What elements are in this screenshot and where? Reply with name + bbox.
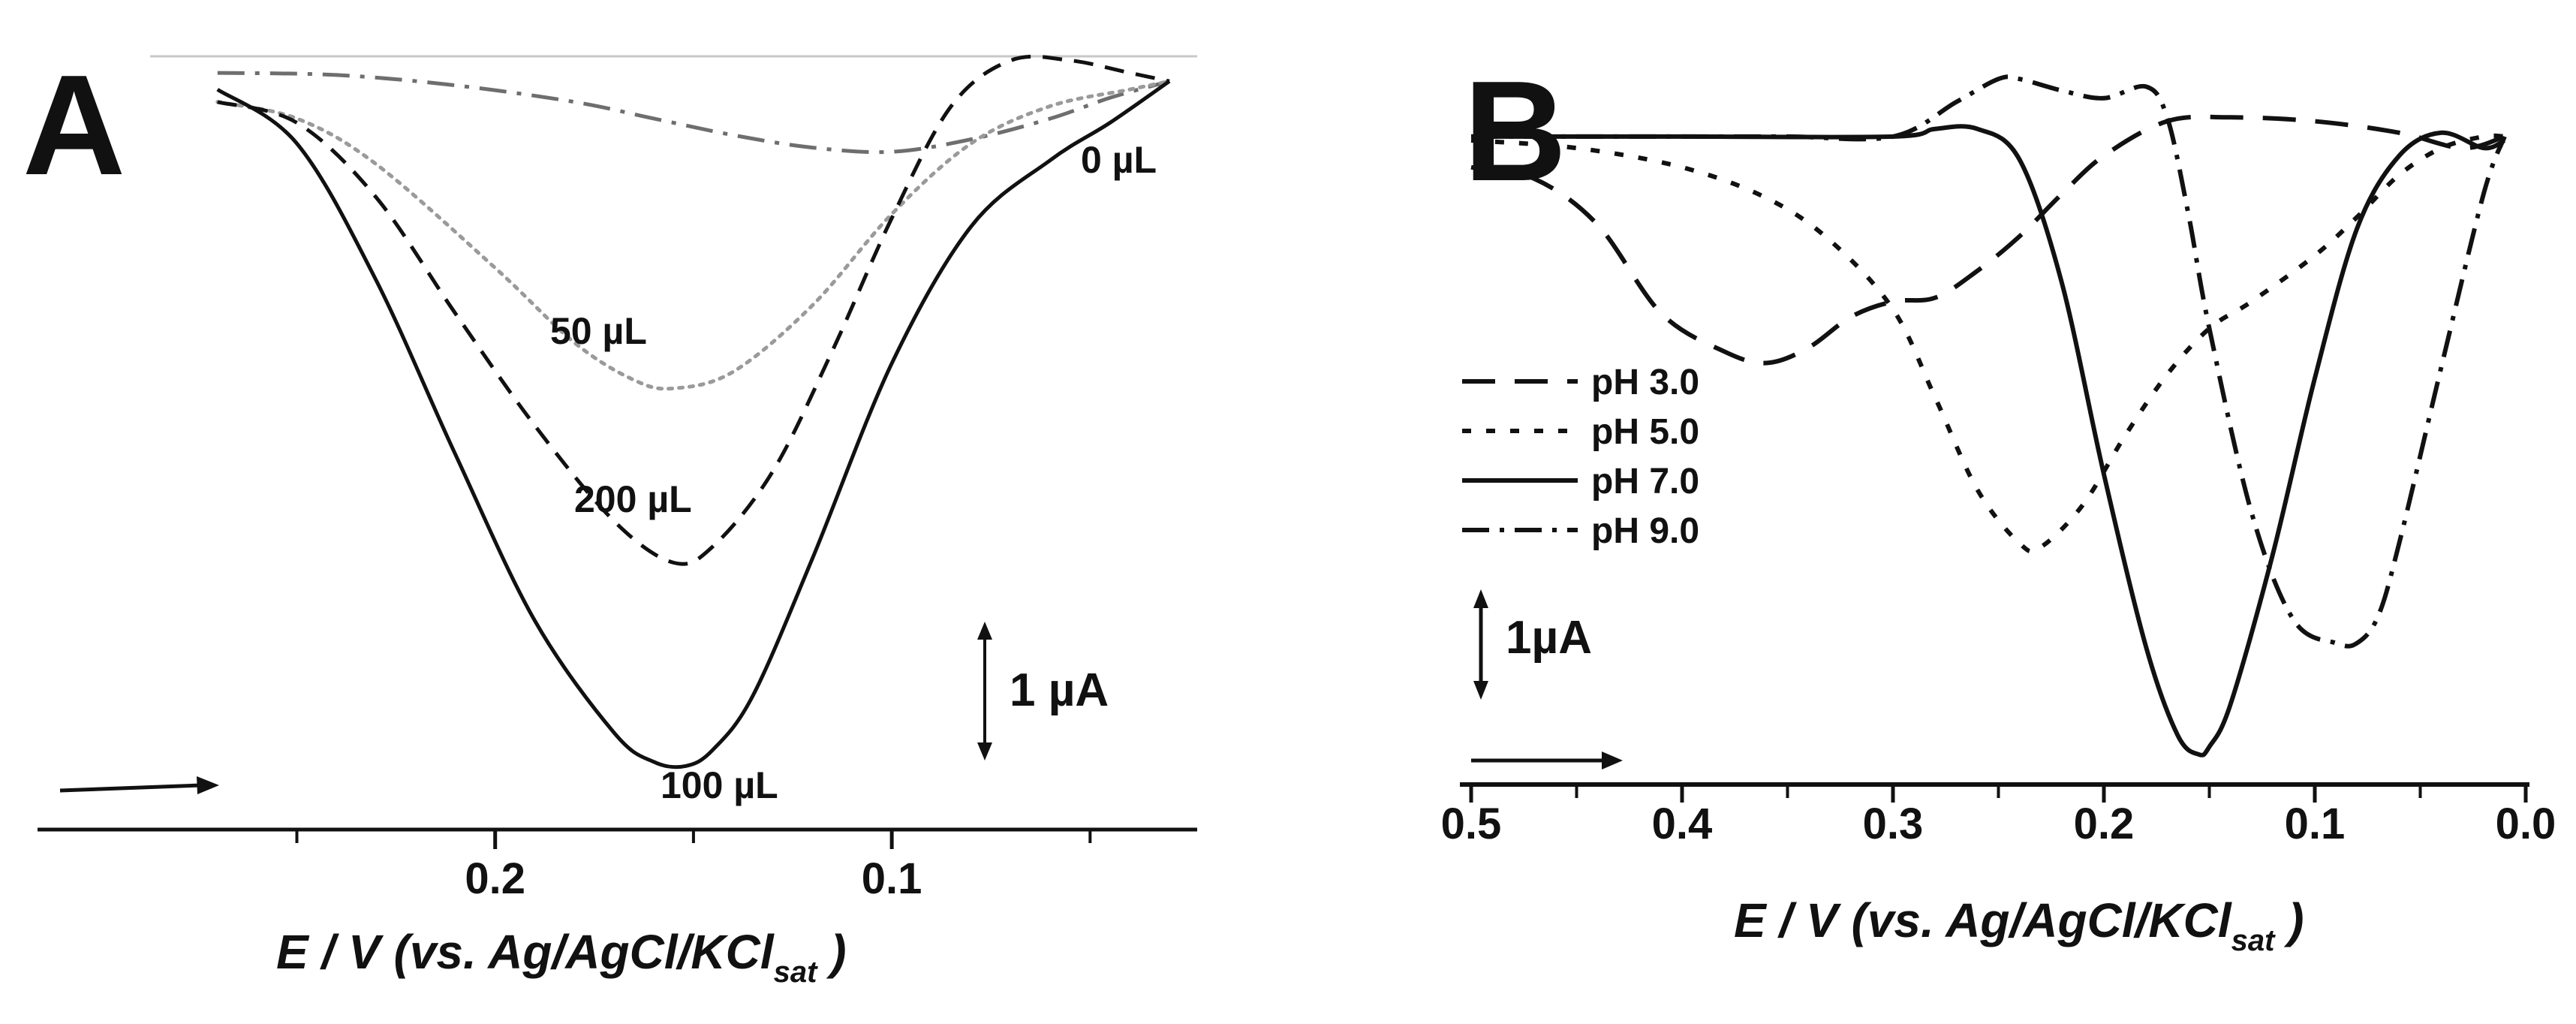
panel-a-letter: A — [23, 46, 125, 205]
panel-a-scale-bar: 1 µA — [977, 622, 1109, 760]
scale-arrowhead-up-icon — [1473, 589, 1488, 608]
panel-a-chart: A 0.2 0.1 0 µL 50 µL 200 µL 100 µL 1 µA E… — [23, 46, 1197, 989]
curve-label-50ul: 50 µL — [550, 310, 647, 352]
curve-ph-5-0 — [1470, 133, 2505, 554]
x-tick-label: 0.2 — [465, 854, 525, 903]
x-tick-label: 0.4 — [1652, 800, 1713, 848]
scale-arrowhead-up-icon — [977, 622, 992, 640]
scale-arrowhead-down-icon — [977, 742, 992, 760]
legend-item-ph-7-0: pH 7.0 — [1462, 462, 1699, 501]
x-tick-label: 0.1 — [2285, 800, 2346, 848]
legend-item-ph-5-0: pH 5.0 — [1462, 412, 1699, 452]
legend-label: pH 5.0 — [1591, 412, 1699, 452]
legend-item-ph-9-0: pH 9.0 — [1462, 511, 1699, 551]
curve-ph-9-0 — [1471, 74, 2507, 649]
x-tick-label: 0.0 — [2496, 800, 2556, 848]
panel-b-scan-arrow-icon — [1471, 751, 1623, 770]
x-tick-label: 0.2 — [2074, 800, 2135, 848]
curve-label-200ul: 200 µL — [574, 478, 692, 520]
panel-a-x-axis-title: E / V (vs. Ag/AgCl/KClsat ) — [276, 925, 847, 989]
curve-0-ul — [217, 71, 1170, 155]
curve-label-0ul: 0 µL — [1081, 139, 1157, 181]
legend-label: pH 3.0 — [1591, 363, 1699, 402]
legend-item-ph-3-0: pH 3.0 — [1462, 363, 1699, 402]
panel-b-curves — [1470, 74, 2507, 757]
curve-ph-3-0 — [1470, 114, 2505, 366]
panel-b-x-ticks — [1469, 785, 2528, 803]
curve-200-ul — [217, 54, 1170, 566]
curve-label-100ul: 100 µL — [661, 764, 778, 806]
legend-label: pH 7.0 — [1591, 462, 1699, 501]
panel-a-scale-bar-label: 1 µA — [1010, 664, 1109, 716]
x-tick-label: 0.3 — [1863, 800, 1924, 848]
panel-a-x-ticks — [295, 830, 1092, 849]
curve-100-ul — [216, 80, 1171, 770]
panel-b-scale-bar: 1µA — [1473, 589, 1592, 700]
scale-arrowhead-down-icon — [1473, 681, 1488, 700]
panel-b-x-tick-labels: 0.5 0.4 0.3 0.2 0.1 0.0 — [1441, 800, 2556, 848]
x-tick-label: 0.1 — [862, 854, 922, 903]
panel-a-scan-arrow-icon — [59, 776, 219, 794]
panel-b-chart: B 0.5 0.4 0.3 0.2 0.1 0.0 pH 3.0pH 5.0pH 7.0p… — [1441, 52, 2556, 957]
panel-a-curves — [215, 54, 1172, 770]
curve-50-ul — [215, 79, 1172, 391]
panel-b-legend: pH 3.0 pH 5.0 pH 7.0 pH 9.0 — [1462, 363, 1699, 551]
curve-ph-7-0 — [1471, 124, 2506, 757]
x-tick-label: 0.5 — [1441, 800, 1502, 848]
panel-a-x-tick-labels: 0.2 0.1 — [465, 854, 922, 903]
legend-label: pH 9.0 — [1591, 511, 1699, 551]
panel-b-scale-bar-label: 1µA — [1506, 612, 1592, 664]
panel-b-x-axis-title: E / V (vs. Ag/AgCl/KClsat ) — [1734, 893, 2304, 957]
